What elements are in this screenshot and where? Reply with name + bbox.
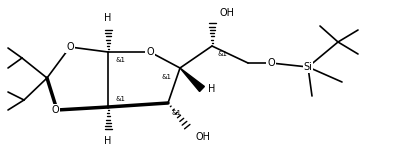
Text: O: O bbox=[66, 42, 74, 52]
Text: &1: &1 bbox=[162, 74, 172, 80]
Text: O: O bbox=[146, 47, 154, 57]
Text: H: H bbox=[208, 84, 215, 94]
Text: &1: &1 bbox=[115, 57, 125, 63]
Text: OH: OH bbox=[196, 132, 211, 142]
Text: O: O bbox=[51, 105, 59, 115]
Text: &1: &1 bbox=[217, 51, 227, 57]
Polygon shape bbox=[180, 68, 204, 92]
Text: &1: &1 bbox=[172, 110, 182, 116]
Text: H: H bbox=[104, 136, 112, 146]
Text: H: H bbox=[104, 13, 112, 23]
Text: O: O bbox=[267, 58, 275, 68]
Text: &1: &1 bbox=[115, 96, 125, 102]
Text: Si: Si bbox=[303, 62, 312, 72]
Text: OH: OH bbox=[219, 8, 234, 18]
